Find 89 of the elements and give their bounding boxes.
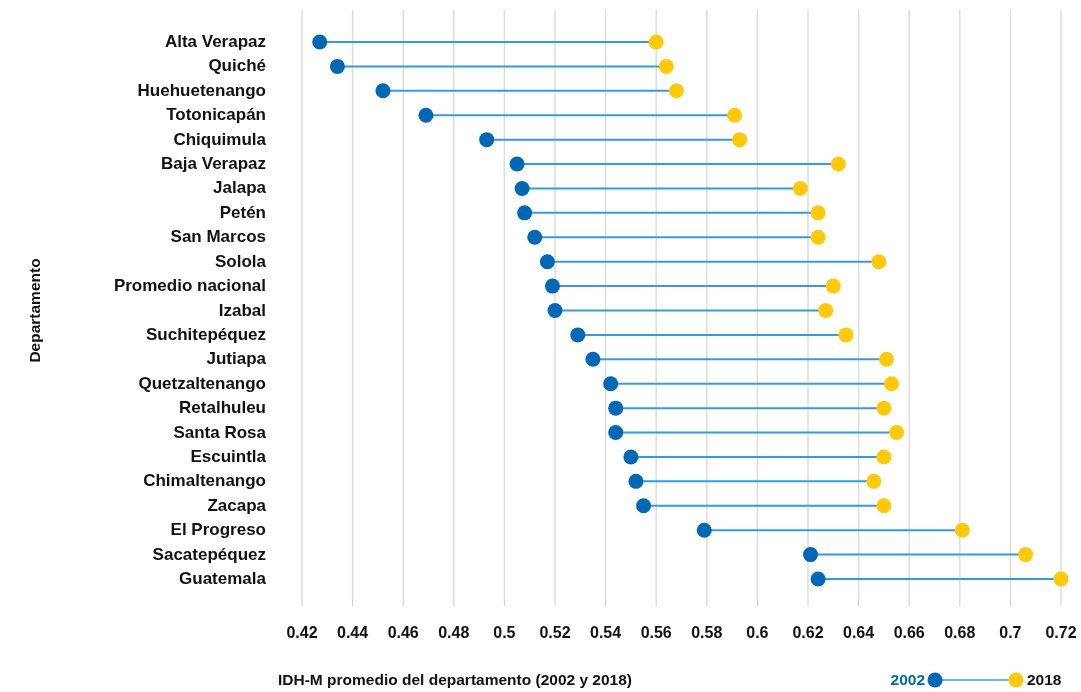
point — [878, 351, 894, 367]
y-tick-label: Santa Rosa — [173, 422, 267, 442]
point — [623, 449, 639, 465]
point — [544, 278, 560, 294]
point — [514, 180, 530, 196]
y-tick-label: Solola — [214, 251, 267, 271]
y-tick-label: Guatemala — [179, 569, 267, 588]
point — [954, 522, 970, 538]
y-tick-label: Alta Verapaz — [164, 32, 266, 51]
point — [1018, 547, 1034, 563]
point — [803, 547, 819, 563]
point — [732, 132, 748, 148]
x-tick-label: 0.66 — [893, 624, 925, 641]
y-tick-label: El Progreso — [170, 520, 266, 540]
y-tick-label: Baja Verapaz — [161, 154, 266, 174]
x-tick-label: 0.48 — [438, 624, 470, 641]
point — [668, 83, 684, 99]
x-tick-label: 0.54 — [590, 624, 622, 641]
y-tick-label: Retalhuleu — [179, 398, 266, 418]
y-tick-label: Totonicapán — [166, 105, 266, 125]
x-tick-label: 0.6 — [746, 624, 769, 641]
point — [547, 303, 563, 318]
y-tick-label: Izabal — [218, 300, 266, 320]
point — [418, 107, 434, 123]
y-tick-label: Suchitepéquez — [146, 324, 266, 344]
point — [792, 180, 808, 196]
x-tick-label: 0.62 — [792, 624, 824, 641]
point — [825, 278, 841, 294]
point — [876, 449, 892, 465]
point — [876, 400, 892, 416]
point — [727, 107, 743, 123]
point — [636, 498, 652, 514]
legend-label: 2018 — [1027, 671, 1062, 688]
point — [603, 376, 619, 392]
point — [329, 58, 345, 74]
y-tick-label: San Marcos — [170, 227, 266, 247]
y-tick-label: Huehuetenango — [137, 80, 266, 100]
point — [585, 351, 601, 367]
x-axis-title: IDH-M promedio del departamento (2002 y 2018) — [278, 671, 633, 688]
y-tick-label: Quiché — [208, 56, 266, 76]
x-tick-label: 0.7 — [999, 624, 1022, 641]
x-tick-label: 0.68 — [944, 624, 976, 641]
y-tick-label: Jalapa — [213, 178, 267, 198]
point — [608, 425, 624, 441]
point — [648, 34, 664, 50]
point — [509, 156, 525, 172]
point — [517, 205, 533, 221]
point — [658, 58, 674, 74]
x-tick-label: 0.52 — [539, 624, 571, 641]
point — [866, 473, 882, 489]
point — [312, 34, 328, 50]
point — [1053, 571, 1069, 587]
x-tick-label: 0.58 — [691, 624, 723, 641]
x-tick-label: 0.64 — [843, 624, 875, 641]
x-tick-label: 0.44 — [337, 624, 369, 641]
point — [375, 83, 391, 99]
y-tick-label: Promedio nacional — [113, 276, 266, 296]
point — [570, 327, 586, 343]
point — [810, 229, 826, 245]
y-tick-label: Chiquimula — [173, 129, 267, 149]
y-tick-label: Quetzaltenango — [138, 373, 266, 393]
point — [539, 254, 555, 270]
point — [838, 327, 854, 343]
point — [889, 425, 905, 441]
point — [810, 571, 826, 587]
point — [818, 303, 834, 318]
point — [628, 473, 644, 489]
point — [830, 156, 846, 172]
point — [527, 229, 543, 245]
y-tick-label: Petén — [219, 202, 266, 222]
y-tick-label: Zacapa — [207, 495, 267, 515]
text: 2002 — [890, 671, 925, 688]
y-tick-label: Chimaltenango — [143, 471, 266, 491]
point — [871, 254, 887, 270]
x-tick-label: 0.5 — [493, 624, 516, 641]
point — [876, 498, 892, 514]
y-tick-label: Escuintla — [190, 446, 267, 466]
y-axis-title: Departamento — [26, 258, 43, 363]
point — [608, 400, 624, 416]
x-tick-label: 0.46 — [387, 624, 419, 641]
point — [479, 132, 495, 148]
point — [696, 522, 712, 538]
x-tick-label: 0.42 — [286, 624, 318, 641]
y-tick-label: Sacatepéquez — [152, 544, 266, 564]
x-tick-label: 0.72 — [1045, 624, 1077, 641]
point — [810, 205, 826, 221]
point — [883, 376, 899, 392]
x-tick-label: 0.56 — [640, 624, 672, 641]
y-tick-label: Jutiapa — [206, 349, 267, 369]
